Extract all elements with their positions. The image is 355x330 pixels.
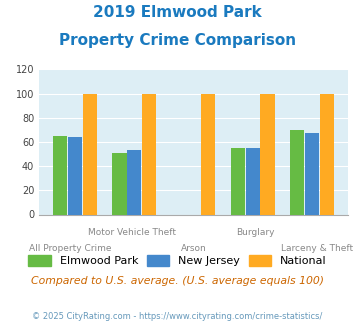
Bar <box>53 136 67 214</box>
Bar <box>231 148 245 214</box>
Text: 2019 Elmwood Park: 2019 Elmwood Park <box>93 5 262 20</box>
Bar <box>112 153 126 215</box>
Text: All Property Crime: All Property Crime <box>29 244 111 253</box>
Bar <box>290 130 304 214</box>
Bar <box>201 93 215 214</box>
Bar <box>83 93 97 214</box>
Text: © 2025 CityRating.com - https://www.cityrating.com/crime-statistics/: © 2025 CityRating.com - https://www.city… <box>32 312 323 321</box>
Text: Burglary: Burglary <box>236 228 274 237</box>
Bar <box>68 137 82 214</box>
Text: Compared to U.S. average. (U.S. average equals 100): Compared to U.S. average. (U.S. average … <box>31 276 324 285</box>
Bar <box>142 93 156 214</box>
Text: Arson: Arson <box>181 244 206 253</box>
Text: Motor Vehicle Theft: Motor Vehicle Theft <box>88 228 176 237</box>
Legend: Elmwood Park, New Jersey, National: Elmwood Park, New Jersey, National <box>25 251 330 270</box>
Bar <box>320 93 334 214</box>
Bar <box>127 150 141 214</box>
Text: Larceny & Theft: Larceny & Theft <box>281 244 353 253</box>
Bar <box>261 93 275 214</box>
Text: Property Crime Comparison: Property Crime Comparison <box>59 33 296 48</box>
Bar <box>305 133 319 214</box>
Bar <box>246 148 260 214</box>
